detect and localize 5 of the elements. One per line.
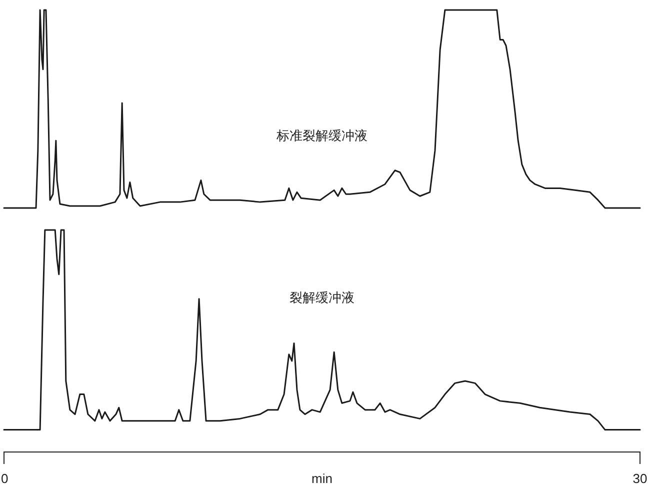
x-axis-title: min bbox=[312, 471, 332, 486]
x-tick-label: 30 bbox=[632, 471, 648, 486]
text: 裂解缓冲液 bbox=[290, 290, 354, 305]
x-tick-label: 0 bbox=[1, 471, 8, 486]
text: 标准裂解缓冲液 bbox=[276, 128, 368, 143]
